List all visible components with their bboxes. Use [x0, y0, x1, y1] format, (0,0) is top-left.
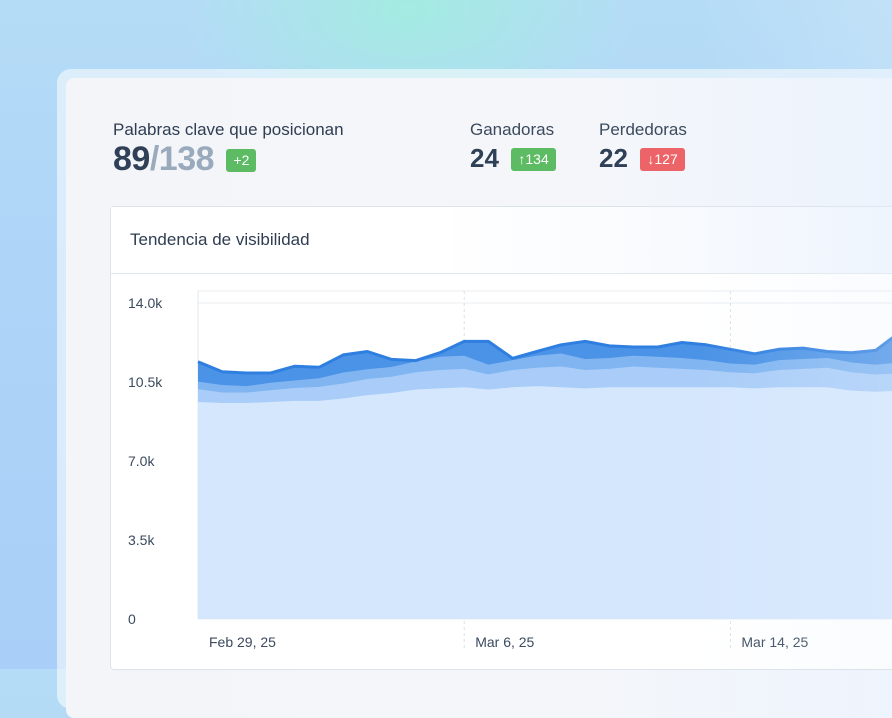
- series-line-3: [197, 357, 892, 390]
- winners-change-badge: ↑134: [511, 148, 556, 172]
- losers-kpi: Perdedoras 22 ↓127: [599, 120, 687, 174]
- losers-count: 22: [599, 143, 628, 173]
- y-tick-label: 0: [128, 611, 136, 627]
- series-line-1: [197, 384, 892, 404]
- ranking-keywords-change-badge: +2: [226, 149, 257, 173]
- x-tick-label: Mar 6, 25: [475, 634, 534, 650]
- series-line-4: [197, 351, 892, 387]
- losers-label: Perdedoras: [599, 120, 687, 139]
- ranking-keywords-kpi: Palabras clave que posicionan 89/138 +2: [113, 120, 344, 179]
- y-tick-label: 14.0k: [128, 295, 163, 311]
- y-tick-label: 7.0k: [128, 453, 155, 469]
- y-tick-label: 10.5k: [128, 374, 163, 390]
- winners-label: Ganadoras: [470, 120, 555, 139]
- winners-kpi: Ganadoras 24 ↑134: [470, 120, 556, 174]
- chart-lines: [197, 336, 892, 404]
- series-line-2: [197, 366, 892, 395]
- y-tick-label: 3.5k: [128, 532, 155, 548]
- ranking-keywords-label: Palabras clave que posicionan: [113, 120, 344, 139]
- ranking-keywords-count: 89: [113, 140, 150, 178]
- card-header: Tendencia de visibilidad: [111, 207, 892, 274]
- losers-change-badge: ↓127: [640, 148, 685, 172]
- series-line-5: [197, 336, 892, 375]
- ranking-keywords-separator: /: [149, 140, 159, 178]
- ranking-keywords-total: 138: [158, 140, 215, 178]
- chart-areas: [198, 338, 892, 619]
- card-title: Tendencia de visibilidad: [130, 230, 310, 249]
- series-area-1: [198, 385, 892, 619]
- x-tick-label: Feb 29, 25: [209, 634, 276, 650]
- chart-labels: 0 3.5k 7.0k 10.5k 14.0k Feb 29, 25 Mar 6, 25 Ma…: [128, 295, 809, 650]
- x-tick-label: Mar 14, 25: [741, 634, 808, 650]
- visibility-trend-chart: 0 3.5k 7.0k 10.5k 14.0k Feb 29, 25 Mar 6, 25 Ma…: [128, 290, 892, 650]
- winners-count: 24: [470, 143, 499, 173]
